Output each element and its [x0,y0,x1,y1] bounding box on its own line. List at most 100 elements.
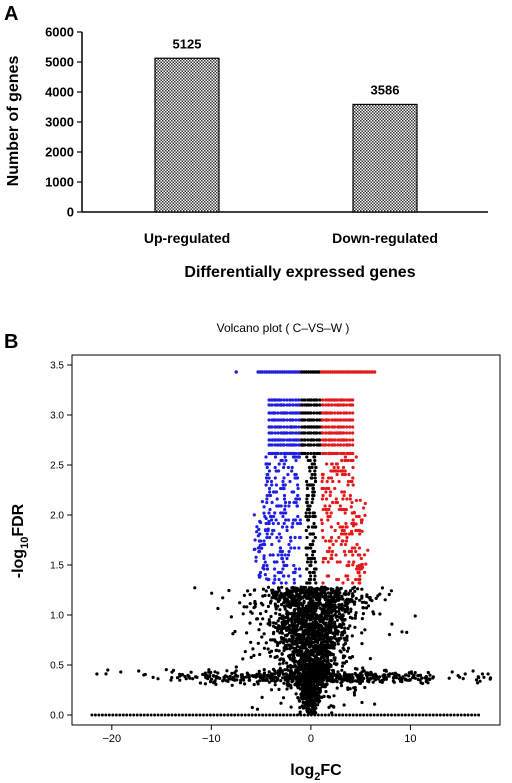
volcano-point-2763 [201,672,205,677]
volcano-point-3384 [315,451,319,456]
volcano-point-3224 [281,483,285,487]
volcano-point-2572 [431,675,435,679]
volcano-point-3546 [270,431,274,435]
volcano-point-1640 [348,687,352,691]
volcano-point-3054 [341,525,345,529]
volcano-point-2295 [299,633,303,637]
volcano-point-3748 [345,411,349,415]
volcano-point-2366 [189,670,193,674]
volcano-point-3147 [305,500,309,505]
volcano-point-2059 [318,614,322,618]
volcano-point-2696 [482,675,486,679]
volcano-point-3127 [283,507,287,512]
volcano-point-2558 [315,686,319,690]
volcano-point-2034 [329,604,333,608]
volcano-point-29 [191,713,195,717]
volcano-point-3073 [351,518,355,522]
volcano-point-3146 [310,500,314,505]
volcano-point-3627 [336,425,340,429]
volcano-point-3450 [336,443,340,447]
volcano-point-3570 [342,431,346,435]
volcano-point-3260 [286,472,290,477]
volcano-point-1782 [300,704,304,708]
volcano-point-90 [403,713,407,717]
volcano-point-3079 [298,518,302,522]
volcano-point-2973 [305,546,309,550]
volcano-point-2121 [319,623,323,627]
volcano-point-2232 [297,595,301,599]
volcano-point-3498 [303,438,307,442]
volcano-point-1687 [277,649,281,653]
volcano-point-2652 [247,675,251,680]
volcano-point-2095 [329,611,333,615]
volcano-point-2655 [426,670,430,675]
volcano-point-2716 [417,674,421,678]
volcano-point-349 [363,685,367,690]
volcano-point-3373 [282,451,286,456]
volcano-point-3055 [313,525,317,529]
bar-value-label: 3586 [371,82,400,97]
volcano-point-3744 [333,411,337,415]
volcano-point-3099 [311,514,315,519]
volcano-point-52 [271,713,275,717]
volcano-point-3272 [267,469,272,473]
volcano-point-3922 [262,505,266,509]
volcano-point-2474 [216,671,220,675]
volcano-point-1716 [311,622,315,626]
volcano-point-3042 [342,528,346,533]
volcano-point-2483 [461,677,465,681]
volcano-point-3508 [333,438,337,442]
volcano-point-2264 [304,613,308,617]
volcano-point-2262 [308,661,312,666]
volcano-point-3003 [345,535,349,540]
volcano-point-2205 [312,629,316,633]
volcano-point-54 [278,713,282,717]
volcano-point-3894 [262,554,266,558]
volcano-point-2233 [300,655,304,659]
volcano-point-3500 [309,438,313,442]
volcano-point-3375 [288,451,292,456]
volcano-point-2126 [341,661,345,665]
volcano-point-1752 [278,612,282,617]
volcano-point-102 [445,713,449,717]
volcano-point-3436 [294,443,298,447]
volcano-point-2619 [287,676,291,680]
volcano-point-3204 [267,486,272,491]
volcano-point-2657 [456,674,460,678]
volcano-point-3920 [352,510,356,514]
volcano-point-3679 [315,418,319,422]
volcano-point-3137 [279,504,283,508]
volcano-point-2711 [242,675,246,680]
volcano-point-1082 [277,687,281,692]
volcano-point-3796 [312,403,316,407]
volcano-point-3911 [362,553,367,557]
volcano-point-1881 [329,587,333,591]
volcano-point-3794 [306,403,310,407]
volcano-point-3178 [265,493,269,498]
volcano-point-3292 [314,465,318,470]
volcano-point-3210 [296,486,300,491]
volcano-point-3491 [282,438,286,442]
volcano-point-3447 [327,443,331,447]
volcano-point-695 [389,589,393,593]
volcano-point-1259 [335,591,339,596]
volcano-point-2830 [272,581,276,585]
volcano-point-3325 [283,455,287,459]
volcano-point-238 [352,693,357,697]
volcano-point-2114 [289,657,293,661]
volcano-point-2033 [308,629,312,633]
volcano-point-3171 [342,493,346,498]
volcano-point-2144 [323,649,328,653]
volcano-point-2869 [311,570,315,575]
volcano-point-2603 [238,681,242,685]
volcano-point-527 [354,611,358,615]
volcano-point-2 [97,713,101,717]
volcano-point-3808 [348,403,352,407]
volcano-point-2912 [347,560,351,564]
volcano-point-101 [442,713,446,717]
volcano-point-23 [170,713,174,717]
volcano-point-2806 [312,673,316,677]
volcano-point-2174 [280,585,284,589]
volcano-point-3925 [354,522,358,526]
volcano-point-3309 [330,462,334,466]
